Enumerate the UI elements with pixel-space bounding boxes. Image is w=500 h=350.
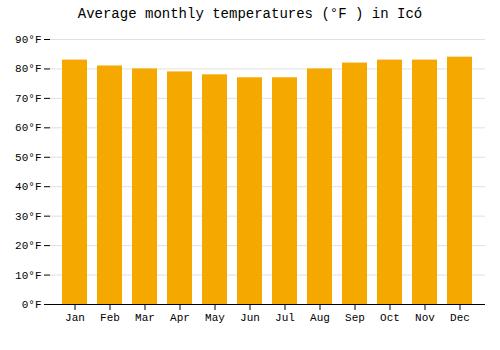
svg-text:70°F: 70°F: [15, 93, 41, 105]
svg-text:May: May: [205, 312, 225, 324]
svg-text:40°F: 40°F: [15, 181, 41, 193]
svg-text:Feb: Feb: [100, 312, 120, 324]
html-text:Average monthly temperatures (: Average monthly temperatures (°F ) in Ic…: [77, 6, 423, 22]
svg-text:Nov: Nov: [415, 312, 435, 324]
svg-text:80°F: 80°F: [15, 63, 41, 75]
svg-text:Oct: Oct: [380, 312, 400, 324]
svg-text:0°F: 0°F: [22, 299, 42, 311]
svg-text:Mar: Mar: [135, 312, 155, 324]
svg-text:Jul: Jul: [275, 312, 295, 324]
svg-text:Jun: Jun: [240, 312, 260, 324]
svg-text:10°F: 10°F: [15, 270, 41, 282]
svg-text:Jan: Jan: [65, 312, 85, 324]
svg-text:Sep: Sep: [345, 312, 365, 324]
svg-text:Aug: Aug: [310, 312, 330, 324]
svg-text:Apr: Apr: [170, 312, 190, 324]
svg-text:30°F: 30°F: [15, 211, 41, 223]
svg-text:50°F: 50°F: [15, 152, 41, 164]
svg-text:Dec: Dec: [450, 312, 470, 324]
svg-text:90°F: 90°F: [15, 34, 41, 46]
svg-text:20°F: 20°F: [15, 240, 41, 252]
svg-text:60°F: 60°F: [15, 122, 41, 134]
